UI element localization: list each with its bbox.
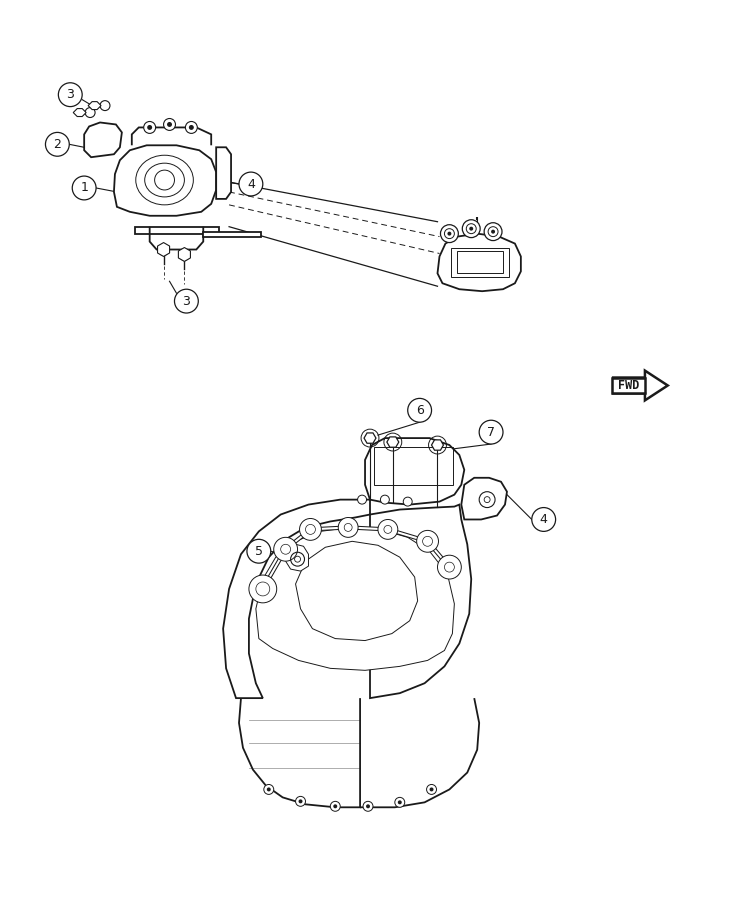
Circle shape — [299, 518, 322, 540]
Polygon shape — [135, 227, 219, 234]
Circle shape — [174, 289, 199, 313]
Circle shape — [445, 229, 454, 238]
Circle shape — [185, 122, 197, 133]
Polygon shape — [179, 248, 190, 261]
Circle shape — [73, 176, 96, 200]
Circle shape — [358, 495, 367, 504]
Circle shape — [144, 122, 156, 133]
Circle shape — [59, 83, 82, 106]
Polygon shape — [431, 440, 443, 450]
Circle shape — [249, 575, 276, 603]
Circle shape — [239, 172, 263, 196]
Circle shape — [167, 122, 172, 127]
Circle shape — [147, 125, 152, 130]
Circle shape — [378, 519, 398, 539]
Polygon shape — [223, 500, 370, 698]
Circle shape — [440, 225, 459, 243]
Text: 3: 3 — [67, 88, 74, 101]
Circle shape — [159, 246, 168, 256]
Circle shape — [427, 785, 436, 795]
Circle shape — [448, 231, 451, 236]
Circle shape — [469, 227, 473, 230]
Circle shape — [330, 801, 340, 811]
Circle shape — [430, 788, 433, 791]
Circle shape — [267, 788, 270, 791]
Text: 6: 6 — [416, 404, 424, 417]
Circle shape — [179, 250, 190, 260]
Polygon shape — [203, 231, 261, 237]
Polygon shape — [88, 102, 101, 110]
Polygon shape — [462, 478, 507, 519]
Circle shape — [380, 495, 389, 504]
Text: 3: 3 — [182, 294, 190, 308]
Text: 2: 2 — [53, 138, 62, 151]
Polygon shape — [216, 148, 231, 199]
Circle shape — [395, 797, 405, 807]
Polygon shape — [114, 145, 216, 216]
Circle shape — [366, 805, 370, 808]
Circle shape — [403, 497, 412, 506]
Circle shape — [484, 222, 502, 240]
Polygon shape — [370, 505, 471, 698]
Polygon shape — [285, 544, 308, 572]
Circle shape — [45, 132, 69, 157]
Circle shape — [466, 224, 476, 234]
Circle shape — [247, 539, 270, 563]
Circle shape — [85, 108, 95, 118]
Circle shape — [264, 785, 273, 795]
Circle shape — [164, 119, 176, 130]
Polygon shape — [387, 436, 399, 447]
FancyBboxPatch shape — [612, 377, 645, 393]
Polygon shape — [365, 438, 465, 505]
Text: 7: 7 — [487, 426, 495, 438]
Circle shape — [408, 399, 431, 422]
Circle shape — [479, 420, 503, 444]
Circle shape — [437, 555, 462, 579]
Polygon shape — [296, 541, 418, 641]
Circle shape — [296, 796, 305, 806]
Circle shape — [462, 220, 480, 238]
Text: 4: 4 — [539, 513, 548, 526]
Polygon shape — [437, 234, 521, 292]
Circle shape — [333, 805, 337, 808]
Circle shape — [491, 230, 495, 234]
Text: FWD: FWD — [618, 379, 639, 392]
Text: 4: 4 — [247, 177, 255, 191]
Circle shape — [100, 101, 110, 111]
Text: 1: 1 — [80, 182, 88, 194]
Polygon shape — [73, 109, 86, 116]
Polygon shape — [256, 527, 454, 670]
Circle shape — [338, 518, 358, 537]
Polygon shape — [613, 371, 668, 400]
Text: 5: 5 — [255, 544, 263, 558]
Circle shape — [532, 508, 556, 531]
Circle shape — [273, 537, 298, 562]
Circle shape — [189, 125, 194, 130]
Polygon shape — [158, 243, 170, 256]
Polygon shape — [84, 122, 122, 158]
Circle shape — [299, 799, 302, 804]
Polygon shape — [364, 433, 376, 443]
Circle shape — [398, 800, 402, 805]
Circle shape — [363, 801, 373, 811]
Circle shape — [416, 530, 439, 553]
Circle shape — [488, 227, 498, 237]
